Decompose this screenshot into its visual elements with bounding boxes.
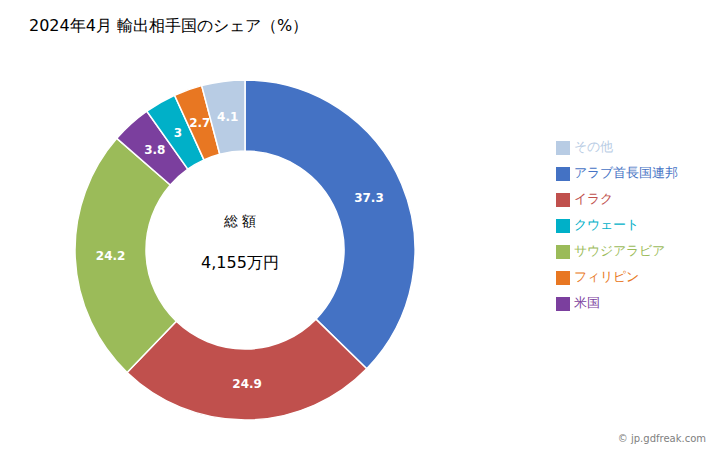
html-text:米国: 米国 [574, 295, 600, 310]
html-text:イラク: イラク [574, 191, 613, 206]
html-text:クウェート: クウェート [574, 217, 639, 232]
html-text:アラブ首長国連邦: アラブ首長国連邦 [574, 165, 678, 180]
svg-text:2.7: 2.7 [189, 116, 210, 130]
svg-text:4.1: 4.1 [217, 110, 238, 124]
html-text:4,155万円: 4,155万円 [201, 253, 279, 272]
html-text:総 額: 総 額 [223, 213, 257, 229]
html-text:フィリピン: フィリピン [574, 269, 639, 284]
html-text:© jp.gdfreak.com: © jp.gdfreak.com [617, 433, 706, 444]
svg-text:24.2: 24.2 [96, 249, 126, 263]
svg-text:24.9: 24.9 [232, 377, 262, 391]
svg-text:3.8: 3.8 [144, 143, 165, 157]
html-text:2024年4月 輸出相手国のシェア（%）: 2024年4月 輸出相手国のシェア（%） [29, 16, 309, 35]
svg-text:3: 3 [174, 126, 182, 140]
svg-text:37.3: 37.3 [354, 191, 384, 205]
html-text:その他: その他 [574, 139, 613, 154]
html-text:サウジアラビア: サウジアラビア [574, 243, 665, 258]
